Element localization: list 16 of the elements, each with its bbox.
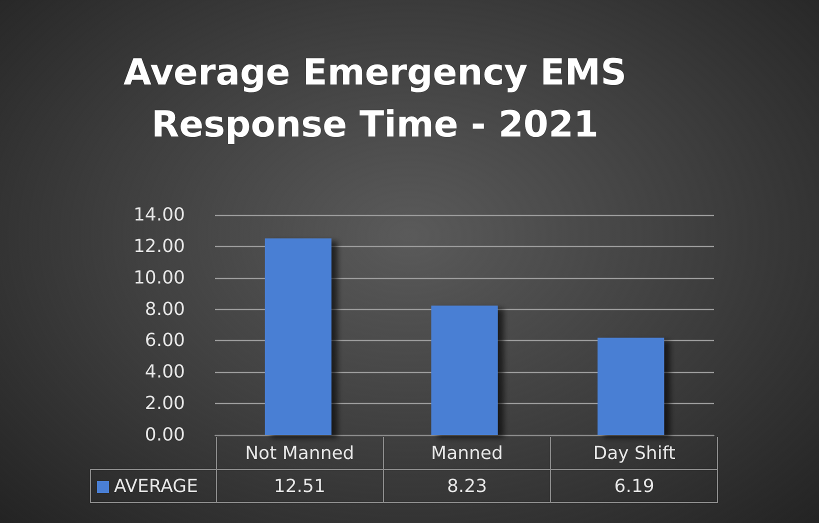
data-label: 6.19 — [550, 470, 718, 502]
y-tick-label: 12.00 — [133, 236, 185, 257]
x-tick-label: Day Shift — [550, 437, 718, 470]
legend-label: AVERAGE — [90, 470, 216, 502]
x-tick-label: Not Manned — [216, 437, 384, 470]
y-tick-label: 6.00 — [144, 330, 185, 352]
chart-title: Average Emergency EMS Response Time - 2021 — [124, 52, 626, 146]
y-tick-label: 2.00 — [144, 393, 185, 414]
data-label: 8.23 — [383, 470, 551, 502]
y-tick-label: 10.00 — [133, 267, 185, 288]
y-tick-label: 14.00 — [133, 204, 185, 226]
y-tick-label: 8.00 — [144, 298, 185, 320]
x-tick-label: Manned — [383, 437, 551, 470]
y-tick-label: 4.00 — [144, 362, 185, 383]
y-tick-label: 0.00 — [144, 424, 185, 446]
data-label: 12.51 — [216, 470, 384, 502]
